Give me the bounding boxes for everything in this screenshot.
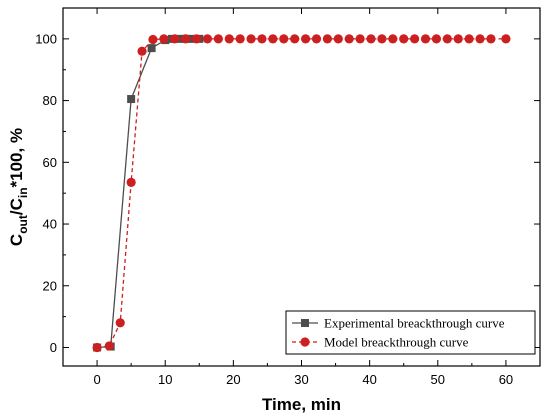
legend-box (285, 310, 536, 355)
data-point (431, 34, 442, 44)
data-point (355, 34, 365, 44)
data-point (257, 34, 267, 44)
data-point (333, 34, 343, 44)
data-point (420, 34, 431, 44)
x-tick-label: 40 (362, 372, 376, 387)
y-axis-title: Cout/Cin*100, % (7, 128, 30, 246)
series-1 (93, 34, 204, 352)
legend-label: Experimental breackthrough curve (324, 316, 505, 331)
y-title-slash: /C (7, 198, 26, 215)
series-line (97, 38, 200, 349)
y-tick-label: 40 (43, 217, 57, 232)
data-point (486, 34, 496, 44)
data-point (399, 34, 409, 44)
y-tick-label: 60 (43, 155, 57, 170)
data-point (442, 34, 452, 44)
data-point (126, 177, 136, 187)
data-point (104, 341, 114, 351)
data-point (115, 318, 125, 328)
data-point (191, 34, 202, 44)
data-point (170, 34, 180, 44)
data-point (322, 34, 332, 44)
x-axis-title: Time, min (262, 395, 341, 414)
axis-ticks: 0 10 20 30 40 50 60 0 20 40 60 80 100 (35, 8, 541, 387)
data-point (311, 34, 322, 44)
data-point (235, 34, 245, 44)
legend-marker (301, 319, 309, 327)
legend: Experimental breackthrough curve Model br… (285, 310, 536, 355)
y-tick-label: 20 (43, 278, 57, 293)
data-point (202, 34, 213, 44)
data-point (388, 34, 398, 44)
data-point (366, 34, 376, 44)
data-point (268, 34, 278, 44)
legend-label: Model breackthrough curve (324, 335, 469, 350)
data-point (344, 34, 354, 44)
data-point (127, 95, 136, 104)
data-point (159, 34, 169, 44)
x-tick-label: 60 (499, 372, 513, 387)
legend-marker (300, 337, 310, 347)
data-point (213, 34, 223, 44)
y-title-tail: *100, % (7, 128, 26, 188)
legend-entry: Experimental breackthrough curve (292, 316, 505, 331)
series-2 (92, 34, 511, 353)
series-line (96, 38, 506, 349)
series-group (92, 34, 511, 353)
data-point (181, 34, 191, 44)
data-point (246, 34, 256, 44)
data-point (290, 34, 300, 44)
y-tick-label: 100 (35, 31, 57, 46)
y-tick-label: 0 (50, 340, 57, 355)
data-point (300, 34, 311, 44)
data-point (410, 34, 420, 44)
y-title-sub-out: out (16, 215, 30, 234)
data-point (377, 34, 387, 44)
data-point (224, 34, 234, 44)
data-point (147, 44, 156, 53)
data-point (464, 34, 474, 44)
data-point (137, 46, 147, 56)
data-point (501, 34, 511, 44)
data-point (453, 34, 463, 44)
data-point (279, 34, 289, 44)
data-point (92, 342, 102, 353)
y-title-sub-in: in (16, 187, 30, 198)
x-tick-label: 0 (93, 372, 100, 387)
data-point (148, 34, 158, 45)
x-tick-label: 10 (158, 372, 172, 387)
x-tick-label: 20 (226, 372, 240, 387)
y-tick-label: 80 (43, 93, 57, 108)
y-title-base: C (7, 234, 26, 246)
legend-entry: Model breackthrough curve (292, 335, 469, 350)
x-tick-label: 50 (431, 372, 445, 387)
x-tick-label: 30 (294, 372, 308, 387)
data-point (475, 34, 485, 44)
